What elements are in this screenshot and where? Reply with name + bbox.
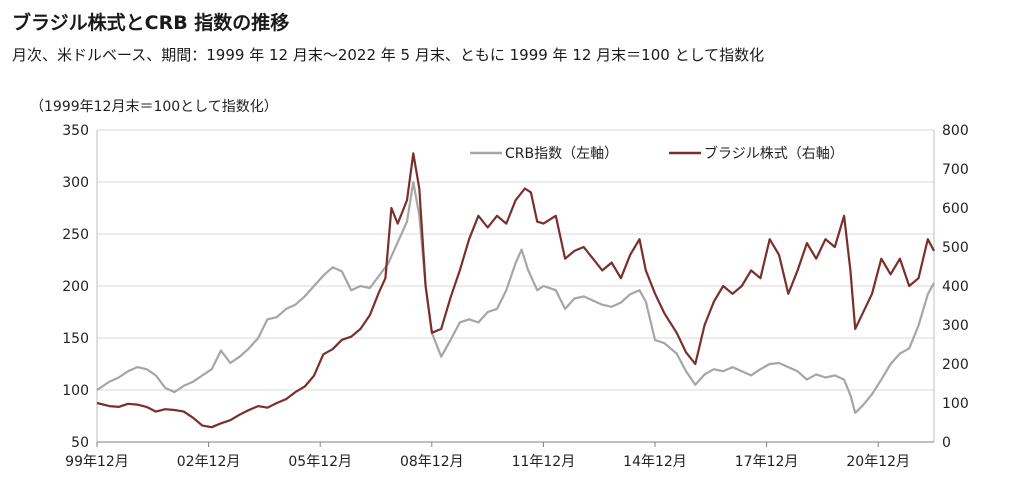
x-axis-ticks: 99年12月 02年12月 05年12月 08年12月 11年12月 14年12月 17年1…: [65, 442, 910, 470]
left-tick-label: 300: [62, 175, 89, 191]
series-lines: [96, 152, 935, 429]
right-tick-label: 700: [942, 162, 969, 178]
legend-label-crb: CRB指数（左軸）: [505, 146, 618, 162]
legend-label-brazil: ブラジル株式（右軸）: [704, 145, 844, 162]
x-tick-label: 08年12月: [400, 454, 464, 470]
left-tick-label: 50: [71, 435, 89, 451]
left-tick-label: 350: [62, 123, 89, 139]
x-tick-label: 20年12月: [846, 454, 910, 470]
right-tick-label: 800: [942, 123, 969, 139]
x-tick-label: 02年12月: [177, 454, 241, 470]
right-tick-label: 200: [942, 357, 969, 373]
right-axis-ticks: 0 100 200 300 400 500 600 700 800: [942, 123, 969, 451]
x-tick-label: 11年12月: [512, 454, 576, 470]
legend: CRB指数（左軸） ブラジル株式（右軸）: [470, 145, 844, 162]
chart-title: ブラジル株式とCRB 指数の推移: [12, 12, 290, 34]
right-tick-label: 500: [942, 240, 969, 256]
grid-lines: [96, 129, 935, 443]
left-tick-label: 200: [62, 279, 89, 295]
x-tick-label: 17年12月: [735, 454, 799, 470]
x-tick-label: 99年12月: [65, 454, 129, 470]
left-tick-label: 150: [62, 331, 89, 347]
series-crb-line: [96, 180, 935, 414]
right-tick-label: 300: [942, 318, 969, 334]
right-tick-label: 400: [942, 279, 969, 295]
x-tick-label: 14年12月: [623, 454, 687, 470]
unit-label: （1999年12月末＝100として指数化）: [30, 99, 278, 115]
left-axis-ticks: 50 100 150 200 250 300 350: [62, 123, 89, 451]
right-tick-label: 0: [942, 435, 951, 451]
series-brazil-line: [96, 152, 935, 429]
left-tick-label: 100: [62, 383, 89, 399]
x-tick-label: 05年12月: [288, 454, 352, 470]
right-tick-label: 100: [942, 396, 969, 412]
right-tick-label: 600: [942, 201, 969, 217]
left-tick-label: 250: [62, 227, 89, 243]
chart-subtitle: 月次、米ドルベース、期間：1999 年 12 月末～2022 年 5 月末、とも…: [12, 46, 765, 64]
